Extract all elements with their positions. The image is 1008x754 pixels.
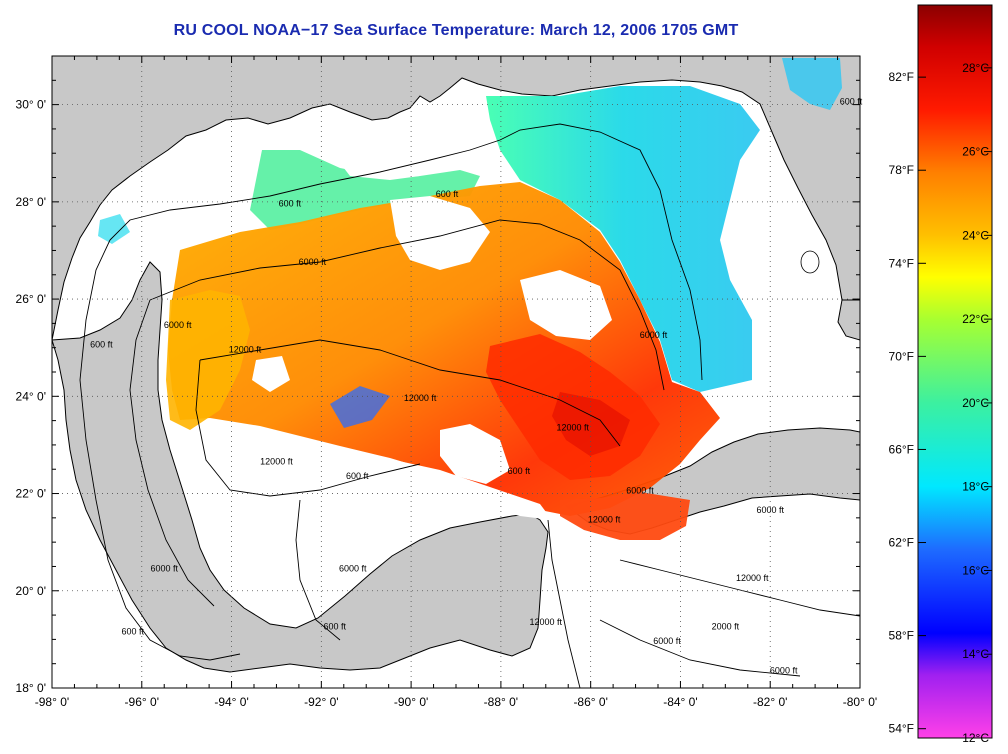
contour-depth-label: 6000 ft: [626, 486, 654, 496]
contour-depth-label: 600 ft: [436, 189, 459, 199]
contour-depth-label: 2000 ft: [712, 622, 740, 632]
contour-depth-label: 12000 ft: [229, 345, 262, 355]
lon-tick-label: -80° 0': [843, 695, 877, 709]
colorbar-celsius-label: 20°C: [962, 396, 989, 410]
sst-cool-shelf-region: [486, 86, 760, 392]
lon-tick-label: -96° 0': [125, 695, 159, 709]
contour-depth-label: 600 ft: [324, 622, 347, 632]
contour-depth-label: 12000 ft: [588, 515, 621, 525]
sst-cool-northwest: [250, 150, 480, 230]
colorbar-celsius-label: 24°C: [962, 228, 989, 242]
lon-tick-label: -98° 0': [35, 695, 69, 709]
lon-tick-label: -86° 0': [573, 695, 607, 709]
colorbar-fahrenheit-label: 78°F: [889, 163, 914, 177]
lat-tick-label: 26° 0': [16, 292, 46, 306]
contour-yucatan-shelf: [295, 499, 581, 688]
colorbar-fahrenheit-label: 74°F: [889, 256, 914, 270]
contour-depth-label: 6000 ft: [770, 665, 798, 675]
cloud-patch-sw: [440, 424, 510, 484]
colorbar-celsius-label: 18°C: [962, 480, 989, 494]
contour-6000ft: [129, 219, 665, 607]
land-florida-keys: [837, 299, 860, 341]
colorbar: 28°C 26°C 24°C 22°C 20°C 18°C 16°C 14°C 12°C 82°…: [889, 4, 993, 745]
map-content: [52, 56, 860, 688]
sst-ne-corner: [782, 58, 842, 110]
lat-tick-label: 20° 0': [16, 584, 46, 598]
contour-depth-label: 6000 ft: [756, 505, 784, 515]
sst-hot-core-inner: [552, 392, 630, 456]
contour-600ft: [79, 123, 703, 661]
sst-west-band: [166, 290, 250, 430]
graticule: [52, 56, 860, 688]
contour-depth-label: 12000 ft: [530, 617, 563, 627]
lake-okeechobee: [800, 250, 820, 274]
lat-tick-label: 24° 0': [16, 389, 46, 403]
cloud-patch-central: [390, 196, 490, 270]
contour-depth-label: 12000 ft: [556, 422, 589, 432]
contour-depth-label: 600 ft: [346, 471, 369, 481]
colorbar-celsius-label: 14°C: [962, 647, 989, 661]
lon-tick-label: -92° 0': [304, 695, 338, 709]
sst-cool-streak-2: [98, 214, 130, 244]
contour-12000ft: [195, 339, 621, 497]
lon-tick-label: -82° 0': [753, 695, 787, 709]
cloud-patch-west: [252, 356, 290, 392]
sst-cool-streak: [330, 386, 390, 428]
sst-data-field: [98, 58, 842, 540]
lon-tick-label: -90° 0': [394, 695, 428, 709]
contour-labels: 600 ft 6000 ft 6000 ft 600 ft 12000 ft 600 ft…: [90, 97, 863, 676]
contour-depth-label: 6000 ft: [150, 563, 178, 573]
colorbar-fahrenheit-label: 62°F: [889, 536, 914, 550]
lat-tick-label: 22° 0': [16, 487, 46, 501]
colorbar-fahrenheit-label: 66°F: [889, 442, 914, 456]
longitude-axis: -98° 0' -96° 0' -94° 0' -92° 0' -90° 0' -88° …: [35, 56, 877, 709]
lon-tick-label: -88° 0': [484, 695, 518, 709]
colorbar-fahrenheit-label: 70°F: [889, 349, 914, 363]
lat-tick-label: 30° 0': [16, 98, 46, 112]
contour-depth-label: 6000 ft: [640, 330, 668, 340]
contour-depth-label: 12000 ft: [736, 573, 769, 583]
swath-edge: [168, 436, 552, 520]
colorbar-celsius-label: 16°C: [962, 563, 989, 577]
map-title: RU COOL NOAA−17 Sea Surface Temperature:…: [173, 22, 739, 39]
contour-depth-label: 600 ft: [90, 340, 113, 350]
sst-yucatan-strip: [560, 492, 690, 540]
colorbar-celsius-label: 28°C: [962, 61, 989, 75]
contour-depth-label: 12000 ft: [404, 393, 437, 403]
colorbar-celsius-labels: 28°C 26°C 24°C 22°C 20°C 18°C 16°C 14°C 12°C: [962, 61, 992, 745]
lon-tick-label: -94° 0': [214, 695, 248, 709]
lat-tick-label: 28° 0': [16, 195, 46, 209]
contour-depth-label: 6000 ft: [164, 320, 192, 330]
latitude-axis: 30° 0' 28° 0' 26° 0' 24° 0' 22° 0' 20° 0' 18° …: [16, 55, 860, 695]
colorbar-fahrenheit-label: 54°F: [889, 722, 914, 736]
cloud-patch-east: [520, 270, 612, 340]
lon-tick-label: -84° 0': [663, 695, 697, 709]
land-mexico: [52, 261, 860, 688]
colorbar-fahrenheit-labels: 82°F 78°F 74°F 70°F 66°F 62°F 58°F 54°F: [889, 70, 926, 736]
contour-depth-label: 600 ft: [508, 466, 531, 476]
colorbar-fahrenheit-label: 58°F: [889, 629, 914, 643]
colorbar-gradient: [917, 4, 993, 739]
lat-tick-label: 18° 0': [16, 681, 46, 695]
contour-depth-label: 600 ft: [122, 627, 145, 637]
colorbar-celsius-label: 26°C: [962, 145, 989, 159]
colorbar-celsius-label: 22°C: [962, 312, 989, 326]
bathymetry-contours: [79, 123, 860, 688]
contour-depth-label: 600 ft: [279, 199, 302, 209]
contour-depth-label: 600 ft: [840, 97, 863, 107]
map-panel: 600 ft 6000 ft 6000 ft 600 ft 12000 ft 600 ft…: [16, 55, 877, 709]
contour-depth-label: 6000 ft: [653, 636, 681, 646]
contour-caribbean: [599, 559, 860, 677]
contour-depth-label: 6000 ft: [339, 563, 367, 573]
contour-depth-label: 6000 ft: [299, 257, 327, 267]
colorbar-fahrenheit-label: 82°F: [889, 70, 914, 84]
contour-depth-label: 12000 ft: [260, 456, 293, 466]
colorbar-celsius-label: 12°C: [962, 731, 989, 745]
land-north-america-coast: [52, 56, 860, 341]
cloud-patch-north: [330, 140, 420, 180]
